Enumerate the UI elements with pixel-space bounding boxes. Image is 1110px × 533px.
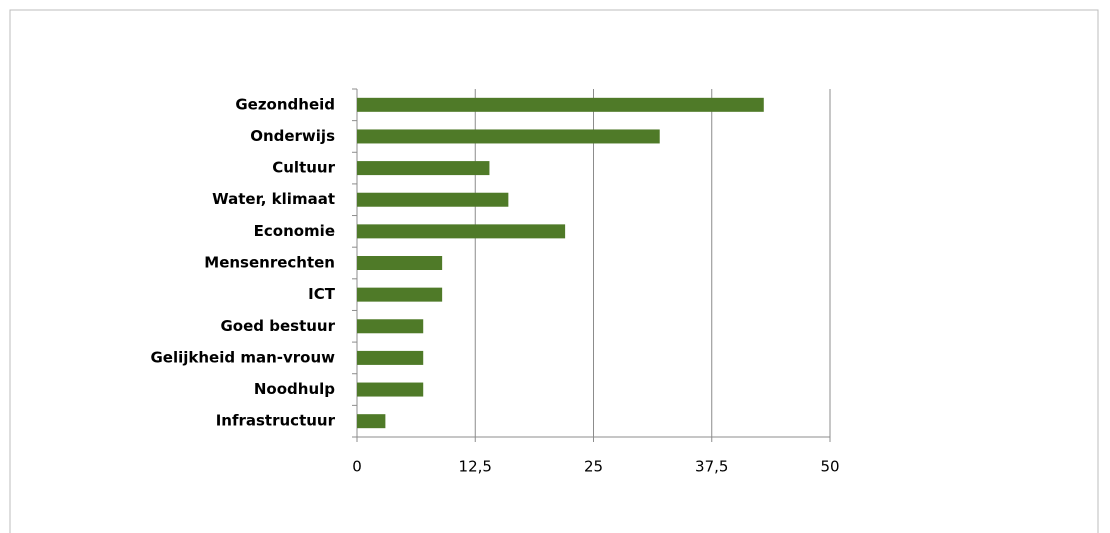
y-tick-label: ICT	[308, 285, 336, 303]
y-tick-label: Water, klimaat	[212, 190, 335, 208]
x-tick-label: 12,5	[459, 458, 492, 476]
bar	[357, 224, 566, 239]
y-tick-label: Economie	[254, 222, 335, 240]
bar	[357, 287, 443, 302]
bar	[357, 350, 424, 365]
bar	[357, 97, 764, 112]
y-tick-label: Goed bestuur	[220, 317, 335, 335]
x-tick-label: 37,5	[695, 458, 728, 476]
y-tick-label: Infrastructuur	[216, 412, 336, 430]
bar	[357, 161, 490, 176]
x-tick-label: 0	[352, 458, 362, 476]
bar	[357, 319, 424, 334]
x-tick-label: 25	[584, 458, 603, 476]
bar	[357, 129, 660, 144]
bar	[357, 192, 509, 207]
y-tick-label: Onderwijs	[250, 127, 335, 145]
frame	[9, 9, 1099, 533]
y-tick-label: Mensenrechten	[204, 254, 335, 272]
bar	[357, 382, 424, 397]
x-tick-label: 50	[820, 458, 839, 476]
y-tick-label: Gelijkheid man-vrouw	[150, 348, 335, 366]
y-tick-label: Gezondheid	[235, 95, 335, 113]
bar	[357, 256, 443, 270]
y-tick-label: Cultuur	[272, 159, 335, 177]
bar	[357, 414, 386, 429]
y-tick-label: Noodhulp	[254, 380, 335, 398]
